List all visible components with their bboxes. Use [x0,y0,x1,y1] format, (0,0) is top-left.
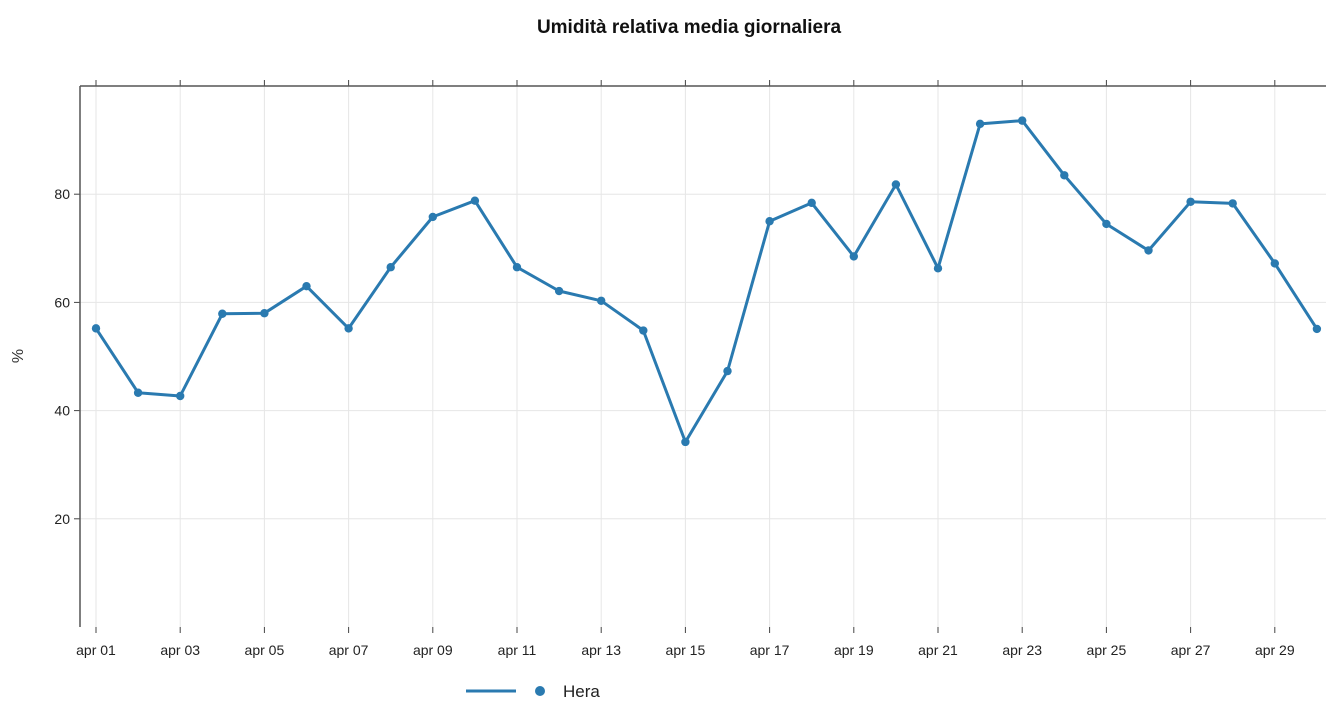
data-point [1228,199,1237,208]
x-tick-label: apr 19 [834,642,874,658]
series-layer [91,116,1322,447]
data-point [765,217,774,226]
legend-marker-swatch [535,686,545,696]
x-tick-label: apr 29 [1255,642,1295,658]
data-point [1018,116,1027,125]
axes: 20 40 60 80 apr 01 apr 03 apr 05 apr 07 apr 09 ap… [54,80,1326,658]
x-tick-label: apr 03 [160,642,200,658]
series-line [94,119,1319,444]
x-tick-label: apr 09 [413,642,453,658]
data-point [1186,197,1195,206]
data-point [1312,324,1322,334]
x-tick-label: apr 17 [750,642,790,658]
data-point [1060,171,1069,180]
y-tick-label: 80 [54,186,70,202]
series-hera [91,116,1322,447]
data-point [260,309,269,318]
x-tick-label: apr 05 [245,642,285,658]
data-point [933,264,943,273]
plot-area [80,86,1326,627]
data-point [91,324,101,333]
data-point [723,366,732,376]
legend: Hera [466,682,600,701]
data-point [470,196,480,205]
x-tick-label: apr 15 [666,642,706,658]
data-point [639,326,648,335]
data-point [681,437,690,447]
data-point [891,180,901,189]
data-point [512,263,522,272]
data-point [302,281,311,291]
data-point [554,286,564,296]
y-tick-label: 60 [54,294,70,310]
legend-label-hera: Hera [563,682,600,701]
x-tick-label: apr 11 [498,642,537,658]
data-point [597,296,606,305]
data-point [133,388,143,397]
x-tick-label: apr 23 [1002,642,1042,658]
data-point [849,252,858,261]
data-point [344,324,353,333]
data-point [1270,259,1280,268]
y-tick-label: 20 [54,511,70,527]
x-tick-label: apr 13 [581,642,621,658]
data-point [176,391,185,401]
chart-title: Umidità relativa media giornaliera [537,17,842,38]
x-tick-label: apr 21 [918,642,958,658]
data-point [1144,246,1153,255]
data-point [975,119,985,129]
x-tick-label: apr 07 [329,642,369,658]
x-tick-label: apr 25 [1087,642,1127,658]
x-tick-label: apr 27 [1171,642,1211,658]
data-point [1102,219,1111,229]
y-tick-label: 40 [54,403,70,419]
data-point [807,198,816,208]
data-point [218,309,227,318]
data-point [386,263,395,272]
x-tick-label: apr 01 [76,642,116,658]
y-axis-label: % [10,349,27,363]
data-point [428,212,437,222]
grid [80,86,1326,627]
